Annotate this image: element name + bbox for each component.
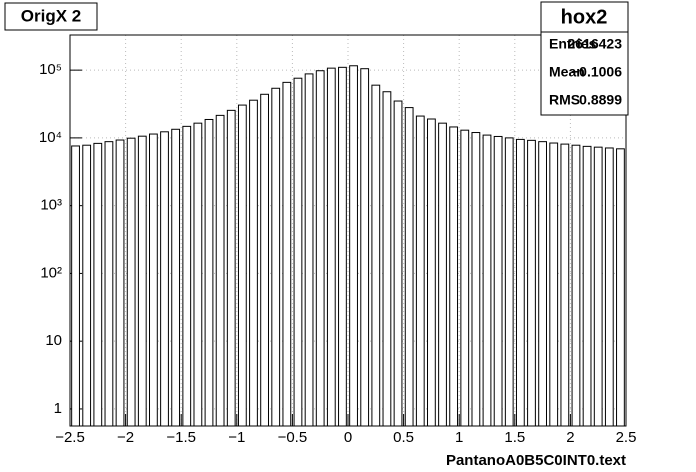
bar xyxy=(571,144,581,427)
bar xyxy=(71,145,80,427)
bar xyxy=(415,115,425,427)
stats-value: 0.8899 xyxy=(579,92,622,108)
x-tick-label: 1 xyxy=(455,429,463,446)
y-tick-label: 10⁵ xyxy=(39,61,62,78)
bar xyxy=(204,118,214,427)
bar xyxy=(193,122,203,427)
stats-key: Mean xyxy=(549,64,585,80)
x-tick-label: −2 xyxy=(117,429,134,446)
bar xyxy=(126,137,136,427)
y-tick-label: 10 xyxy=(45,332,62,349)
bar xyxy=(527,139,536,427)
bar xyxy=(304,73,314,427)
y-tick-label: 10⁴ xyxy=(39,129,62,146)
bar xyxy=(460,129,470,427)
bar xyxy=(282,81,292,427)
frame xyxy=(69,34,627,427)
x-tick-label: 0.5 xyxy=(393,429,414,446)
bar xyxy=(137,135,147,427)
bar xyxy=(493,135,503,427)
stats-key: Entries xyxy=(549,36,597,52)
x-axis-title: PantanoA0B5C0INT0.text xyxy=(446,452,626,469)
bar xyxy=(582,145,592,427)
bar xyxy=(549,142,559,427)
bar xyxy=(160,131,169,427)
bar xyxy=(349,65,358,427)
y-tick-label: 10² xyxy=(40,264,62,281)
bar xyxy=(427,118,436,427)
y-tick-label: 1 xyxy=(54,400,62,417)
bar xyxy=(593,146,603,427)
bar xyxy=(360,68,370,427)
bar xyxy=(515,138,525,427)
bar xyxy=(482,134,492,427)
bar xyxy=(260,93,269,427)
bar xyxy=(249,99,258,427)
bar xyxy=(604,147,614,427)
bar xyxy=(393,100,403,427)
x-tick-label: 0 xyxy=(344,429,352,446)
x-tick-label: −2.5 xyxy=(55,429,85,446)
bar xyxy=(338,66,347,427)
bar xyxy=(226,109,236,427)
bar xyxy=(326,67,336,427)
bar xyxy=(616,148,625,427)
bar xyxy=(93,142,103,427)
bar xyxy=(171,128,181,427)
bar xyxy=(404,107,414,427)
label-box xyxy=(4,2,98,31)
x-tick-label: 1.5 xyxy=(504,429,525,446)
bar xyxy=(182,125,192,427)
bar xyxy=(149,133,158,427)
bar xyxy=(449,126,459,427)
bar xyxy=(271,87,281,427)
stats-title: hox2 xyxy=(561,6,608,28)
stats-value: −0.1006 xyxy=(571,64,622,80)
bar xyxy=(315,70,325,427)
bar xyxy=(471,132,481,427)
bar xyxy=(104,141,114,427)
x-tick-label: 2 xyxy=(566,429,574,446)
x-tick-label: 2.5 xyxy=(616,429,637,446)
bar xyxy=(215,114,225,427)
bar xyxy=(293,77,303,427)
bar xyxy=(237,104,247,427)
stats-key: RMS xyxy=(549,92,580,108)
bar xyxy=(82,144,92,427)
stats-value: 2616423 xyxy=(567,36,622,52)
x-tick-label: −1.5 xyxy=(166,429,196,446)
bar xyxy=(438,122,447,427)
bar xyxy=(560,143,570,427)
x-tick-label: −1 xyxy=(228,429,245,446)
stats-frame xyxy=(540,1,629,116)
bar xyxy=(538,141,547,427)
bar xyxy=(382,91,392,427)
y-tick-label: 10³ xyxy=(40,197,62,214)
bar xyxy=(115,139,125,427)
bar xyxy=(371,84,381,427)
bar xyxy=(504,137,514,427)
x-tick-label: −0.5 xyxy=(278,429,308,446)
pad-label: OrigX 2 xyxy=(21,6,81,25)
